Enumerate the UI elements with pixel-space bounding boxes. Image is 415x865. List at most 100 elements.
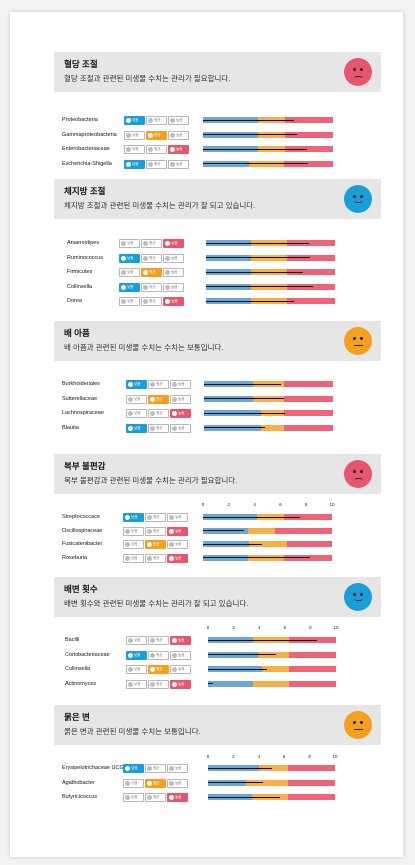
- level-dot-icon: [165, 284, 170, 290]
- level-low-badge: 낮음: [124, 159, 145, 169]
- level-dot-icon: [128, 396, 133, 402]
- bad-face-icon: [344, 58, 372, 86]
- level-dot-icon: [126, 147, 131, 152]
- bacteria-name: Butyricicoccus: [62, 794, 98, 800]
- level-selector: 낮음 평균 높음: [119, 282, 184, 292]
- level-label: 낮음: [127, 270, 134, 274]
- level-low-badge: 낮음: [119, 268, 140, 277]
- level-gauge: [203, 131, 333, 138]
- face-eye: [360, 195, 363, 198]
- gauge-value-marker: [203, 557, 311, 559]
- bacteria-name: Oscillospiraceae: [62, 527, 103, 534]
- level-gauge: [208, 637, 336, 643]
- bacteria-row: Streptococcace 낮음 평균 높음: [10, 513, 403, 523]
- level-dot-icon: [126, 118, 131, 123]
- level-dot-icon: [147, 780, 152, 786]
- level-avg-badge: 평균: [148, 409, 169, 418]
- level-avg-badge: 평균: [148, 650, 169, 660]
- level-selector: 낮음 평균 높음: [123, 540, 188, 549]
- bacteria-name: Collinsella: [67, 283, 93, 290]
- face-mouth: [354, 345, 363, 346]
- level-dot-icon: [165, 270, 170, 275]
- level-label: 평균: [154, 147, 161, 151]
- gauge-value-marker: [208, 654, 276, 656]
- level-high-badge: 높음: [163, 239, 184, 248]
- level-dot-icon: [126, 132, 131, 138]
- level-dot-icon: [147, 528, 152, 534]
- tick-label: 8: [304, 502, 308, 507]
- level-label: 평균: [153, 555, 160, 560]
- bacteria-name: Sutterellaceae: [62, 395, 98, 402]
- level-dot-icon: [128, 652, 133, 658]
- level-gauge: [203, 160, 333, 167]
- tick-label: 2: [232, 754, 235, 759]
- level-label: 낮음: [127, 284, 134, 289]
- gauge-range-pink: [288, 651, 336, 658]
- level-label: 낮음: [134, 681, 141, 686]
- level-avg-badge: 평균: [148, 423, 169, 433]
- bacteria-row: Anaerostipes 낮음 평균 높음: [10, 239, 403, 249]
- section-description: 혈당 조절과 관련된 미생물 수치는 관리가 필요합니다.: [64, 74, 231, 83]
- level-low-badge: 낮음: [123, 793, 144, 802]
- axis-ticks: 0 2 4 6 8 10: [206, 625, 339, 633]
- level-high-badge: 높음: [170, 636, 191, 645]
- level-gauge: [208, 779, 335, 786]
- gauge-range-pink: [284, 514, 332, 520]
- level-selector: 낮음 평균 높음: [124, 130, 189, 140]
- gauge-value-marker: [203, 148, 307, 150]
- level-avg-badge: 평균: [148, 679, 169, 689]
- level-label: 낮음: [132, 118, 139, 122]
- level-low-badge: 낮음: [123, 526, 144, 536]
- level-label: 평균: [153, 780, 160, 785]
- section-title: 배변 횟수: [64, 584, 98, 594]
- level-low-badge: 낮음: [123, 778, 144, 788]
- gauge-range-blue: [208, 680, 253, 687]
- section-4: 복부 불편감 복부 불편감과 관련된 미생물 수치는 관리가 필요합니다. 0 2 4 6…: [10, 454, 403, 579]
- level-high-badge: 높음: [163, 268, 184, 277]
- level-dot-icon: [169, 542, 174, 547]
- level-dot-icon: [128, 382, 133, 387]
- level-dot-icon: [169, 528, 174, 534]
- level-low-badge: 낮음: [123, 540, 144, 549]
- section-description: 묽은 변과 관련된 미생물 수치는 보통입니다.: [64, 727, 201, 736]
- face-mouth: [354, 729, 363, 730]
- level-label: 평균: [156, 382, 163, 386]
- level-label: 높음: [171, 284, 178, 289]
- level-dot-icon: [125, 766, 130, 771]
- gauge-range-pink: [283, 381, 333, 387]
- level-label: 높음: [178, 425, 185, 430]
- level-avg-badge: 평균: [145, 513, 166, 522]
- level-low-badge: 낮음: [119, 297, 140, 306]
- bacteria-name: Proteobacteria: [62, 117, 98, 123]
- bad-face-icon: [344, 460, 372, 488]
- section-title: 배 아픔: [64, 328, 90, 338]
- level-label: 낮음: [127, 241, 134, 245]
- section-description: 체지방 조절과 관련된 미생물 수치는 관리가 잘 되고 있습니다.: [64, 201, 256, 210]
- level-gauge: [203, 117, 333, 123]
- level-dot-icon: [128, 638, 133, 643]
- level-label: 평균: [153, 766, 160, 770]
- level-label: 평균: [154, 132, 161, 137]
- good-face-icon: [344, 185, 372, 213]
- face-eye: [360, 593, 363, 596]
- gauge-range-pink: [283, 424, 333, 431]
- level-dot-icon: [125, 555, 130, 561]
- bacteria-name: Anaerostipes: [67, 240, 100, 246]
- level-gauge: [208, 765, 335, 771]
- gauge-range-orange: [258, 765, 288, 771]
- face-eye: [353, 68, 356, 71]
- level-label: 낮음: [131, 528, 138, 533]
- level-dot-icon: [172, 667, 177, 672]
- gauge-value-marker: [208, 767, 272, 769]
- section-title: 혈당 조절: [64, 59, 98, 69]
- tick-label: 0: [206, 625, 210, 630]
- face-eye: [353, 593, 356, 596]
- neutral-face-icon: [344, 327, 372, 355]
- level-avg-badge: 평균: [145, 526, 166, 536]
- gauge-value-marker: [203, 543, 263, 545]
- level-dot-icon: [165, 255, 170, 261]
- level-label: 평균: [156, 681, 163, 686]
- bacteria-name: Lachnospiraceae: [62, 410, 104, 416]
